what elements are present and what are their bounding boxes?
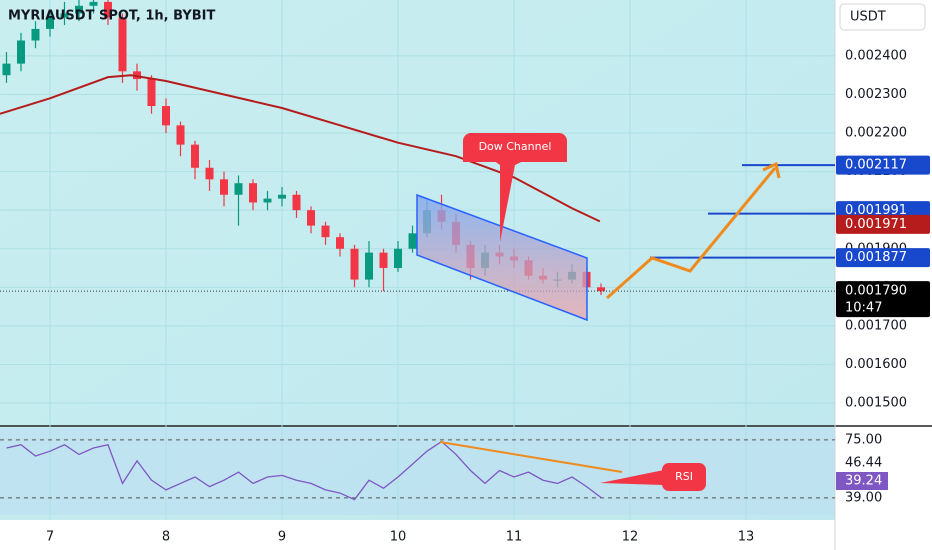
candle-body: [394, 248, 403, 269]
time-axis: [0, 520, 835, 550]
rsi-background: [0, 428, 835, 515]
price-label: 0.002117: [845, 158, 907, 173]
chart-title: MYRIAUSDT SPOT, 1h, BYBIT: [8, 9, 216, 24]
price-label: 0.001991: [845, 203, 907, 218]
candle-body: [307, 210, 316, 226]
x-tick-label: 11: [506, 530, 523, 545]
annotation-box: [463, 133, 567, 162]
candle-body: [597, 287, 606, 292]
candle-body: [379, 252, 388, 269]
candle-body: [365, 252, 374, 280]
candle-body: [118, 17, 127, 72]
candle-body: [408, 233, 417, 249]
candle-body: [350, 248, 359, 280]
dow-channel: [416, 193, 588, 322]
annotation-text: RSI: [675, 470, 693, 483]
currency-button[interactable]: [839, 3, 926, 31]
candle-body: [263, 198, 272, 203]
candle-body: [176, 125, 185, 145]
y-tick-label: 0.001700: [845, 318, 907, 333]
candle-body: [74, 5, 83, 14]
projection-arrow: [606, 167, 777, 300]
candle-body: [278, 194, 287, 199]
y-tick-label: 0.001500: [845, 396, 907, 411]
rsi-tick-label: 39.00: [845, 490, 882, 505]
rsi-trendline: [439, 441, 623, 473]
y-tick-label: 0.002300: [845, 87, 907, 102]
price-label: 0.001790: [845, 284, 907, 299]
candle-body: [249, 183, 258, 203]
candle-body: [2, 63, 11, 76]
arrow-head: [762, 161, 781, 179]
currency: USDT: [850, 10, 886, 25]
x-tick-label: 9: [278, 530, 286, 545]
candle-body: [220, 179, 229, 195]
price-label-box: [836, 281, 930, 318]
candle-body: [321, 225, 330, 238]
y-tick-label: 0.002200: [845, 126, 907, 141]
price-label-box: [836, 155, 930, 175]
candle-body: [60, 13, 69, 18]
x-tick-label: 7: [46, 530, 54, 545]
price-label-box: [836, 214, 930, 234]
moving-average: [0, 74, 601, 223]
x-tick-label: 13: [738, 530, 755, 545]
annotation-text: Dow Channel: [479, 140, 552, 153]
price-label: 0.001971: [845, 217, 907, 232]
candle-body: [292, 194, 301, 211]
annotation-pointer: [600, 470, 664, 485]
rsi-tick-label: 75.00: [845, 432, 882, 447]
rsi-label: 46.44: [845, 456, 882, 471]
candle-body: [31, 28, 40, 41]
candle-body: [89, 1, 98, 6]
x-tick-label: 12: [622, 530, 639, 545]
rsi-line: [6, 440, 602, 501]
x-tick-label: 10: [390, 530, 407, 545]
annotation-box: [662, 463, 706, 491]
candle-body: [336, 237, 345, 249]
y-tick-label: 0.001600: [845, 357, 907, 372]
candle-body: [191, 144, 200, 168]
candle-body: [45, 17, 54, 29]
price-label: 0.001877: [845, 250, 907, 265]
countdown: 10:47: [845, 301, 882, 316]
candle-body: [205, 167, 214, 180]
candle-body: [162, 106, 171, 126]
y-tick-label: 0.002400: [845, 48, 907, 63]
price-label-box: [836, 248, 930, 268]
candle-body: [234, 183, 243, 195]
rsi-label: 39.24: [845, 474, 882, 489]
candle-body: [147, 79, 156, 107]
x-tick-label: 8: [162, 530, 170, 545]
candle-body: [16, 40, 25, 64]
rsi-label-box: [836, 454, 888, 472]
candle-body: [104, 1, 113, 18]
rsi-label-box: [836, 472, 888, 490]
